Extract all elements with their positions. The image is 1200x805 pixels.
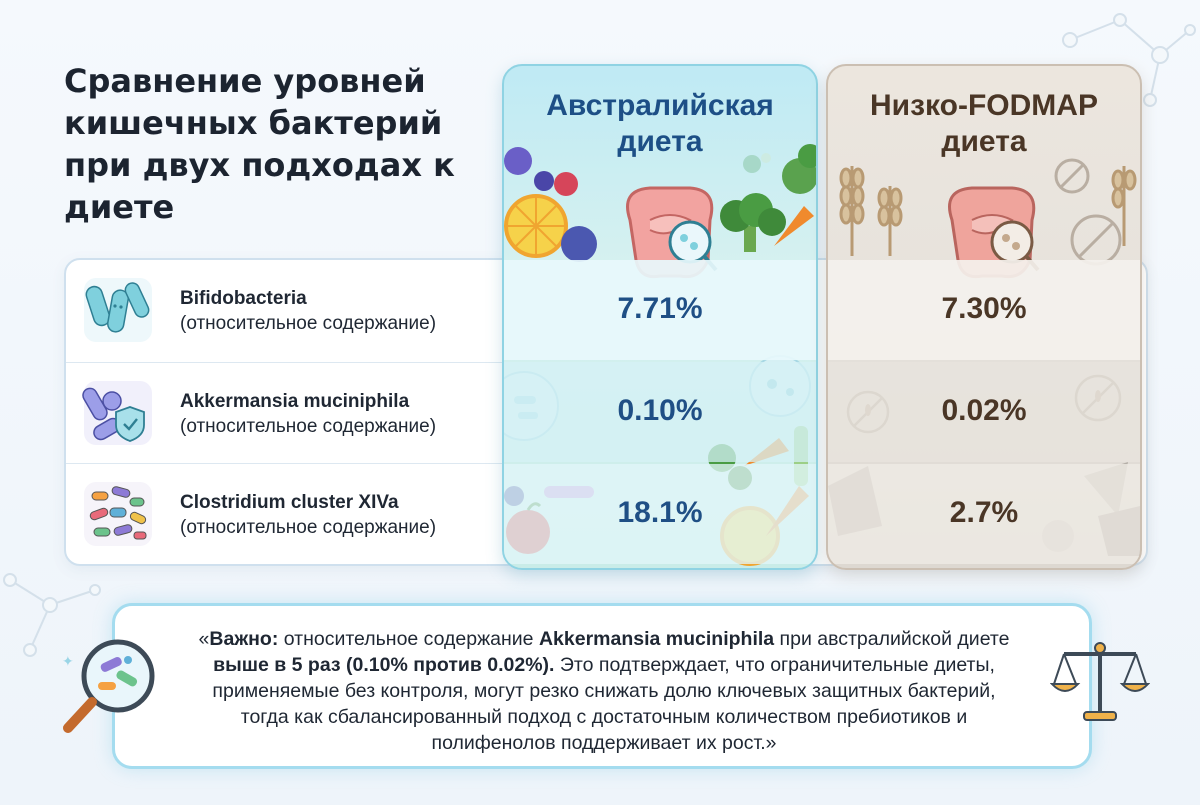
note-important-label: Важно: bbox=[209, 628, 279, 650]
table-row: Clostridium cluster XIVa (относительное … bbox=[66, 464, 506, 564]
value-text: 0.02% bbox=[941, 394, 1027, 427]
note-part: относительное содержание bbox=[278, 628, 539, 650]
balance-scale-icon bbox=[1050, 642, 1150, 721]
note-part: при австралийской диете bbox=[774, 628, 1010, 650]
value-cell: 2.7% bbox=[828, 464, 1140, 564]
column-australian-diet: Австралийская диета 7.71% 0.10% 18.1% bbox=[502, 64, 818, 570]
bacteria-rods-icon bbox=[84, 278, 152, 342]
value-cell: 18.1% bbox=[504, 464, 816, 564]
note-emphasis: выше в 5 раз (0.10% против 0.02%). bbox=[213, 654, 555, 676]
bacteria-name: Bifidobacteria bbox=[180, 288, 307, 309]
bacteria-subtitle: (относительное содержание) bbox=[180, 416, 437, 437]
column-header: Низко-FODMAP диета bbox=[870, 89, 1098, 158]
bacteria-cluster-icon bbox=[84, 482, 152, 546]
table-row: Akkermansia muciniphila (относительное с… bbox=[66, 362, 506, 464]
bacteria-subtitle: (относительное содержание) bbox=[180, 313, 437, 334]
row-label: Bifidobacteria (относительное содержание… bbox=[180, 286, 436, 336]
value-cell: 7.71% bbox=[504, 260, 816, 360]
bacteria-subtitle: (относительное содержание) bbox=[180, 517, 437, 538]
value-cell: 0.02% bbox=[828, 362, 1140, 462]
column-header: Австралийская диета bbox=[546, 89, 774, 158]
value-text: 0.10% bbox=[617, 394, 703, 427]
note-species: Akkermansia muciniphila bbox=[538, 628, 775, 650]
value-cell: 7.30% bbox=[828, 260, 1140, 360]
value-text: 7.71% bbox=[617, 292, 703, 325]
magnifier-bacteria-icon: ✦ bbox=[62, 639, 155, 733]
bacteria-name: Akkermansia muciniphila bbox=[180, 391, 410, 412]
row-label: Akkermansia muciniphila (относительное с… bbox=[180, 389, 436, 439]
note-text: «Важно: относительное содержание Akkerma… bbox=[189, 626, 1019, 756]
value-text: 7.30% bbox=[941, 292, 1027, 325]
important-note: «Важно: относительное содержание Akkerma… bbox=[112, 603, 1092, 769]
table-row: Bifidobacteria (относительное содержание… bbox=[66, 260, 506, 360]
note-quote: « bbox=[198, 628, 210, 650]
value-cell: 0.10% bbox=[504, 362, 816, 462]
page-title: Сравнение уровней кишечных бактерий при … bbox=[64, 62, 455, 226]
svg-text:✦: ✦ bbox=[62, 654, 74, 670]
bacteria-name: Clostridium cluster XIVa bbox=[180, 492, 399, 513]
row-label: Clostridium cluster XIVa (относительное … bbox=[180, 490, 436, 540]
value-text: 2.7% bbox=[949, 496, 1019, 529]
column-low-fodmap-diet: Низко-FODMAP диета 7.30% 0.02% 2.7% bbox=[826, 64, 1142, 570]
note-part: Это подтверждает, что ограничительные ди… bbox=[212, 654, 996, 754]
value-text: 18.1% bbox=[617, 496, 703, 529]
bacteria-shield-icon bbox=[82, 381, 152, 445]
